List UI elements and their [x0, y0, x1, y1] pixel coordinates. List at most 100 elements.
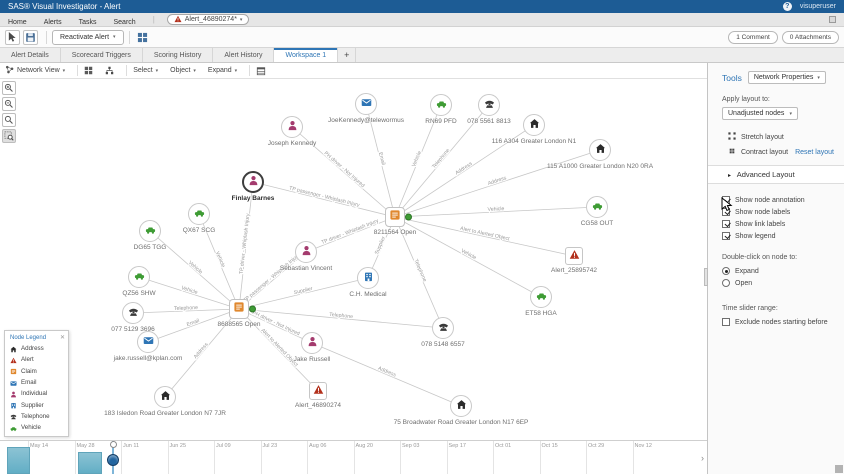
graph-node-individual[interactable]	[301, 332, 323, 354]
graph-node-address[interactable]	[523, 114, 545, 136]
tab-scorecard-triggers[interactable]: Scorecard Triggers	[61, 48, 143, 62]
open-alert-tab[interactable]: Alert_46890274* ▾	[166, 14, 250, 25]
window-layout-icon[interactable]	[135, 30, 150, 45]
graph-node-vehicle[interactable]	[586, 196, 608, 218]
checkbox-exclude-nodes[interactable]: Exclude nodes starting before	[722, 316, 836, 328]
close-icon[interactable]: ✕	[59, 335, 65, 341]
expand-menu[interactable]: Expand ▾	[208, 67, 237, 74]
contract-layout-label[interactable]: Contract layout	[741, 148, 789, 156]
time-slider[interactable]: › May 14 May 28 Jun 11 Jun 25 Jul 09 Jul 23 Au…	[0, 440, 707, 474]
graph-node-address[interactable]	[450, 395, 472, 417]
graph-node-alert[interactable]	[565, 247, 583, 265]
save-button[interactable]	[23, 29, 38, 45]
graph-node-claim[interactable]	[385, 207, 412, 227]
select-menu[interactable]: Select ▾	[133, 67, 158, 74]
vehicle-icon	[145, 222, 156, 240]
menu-item-home[interactable]: Home	[8, 18, 27, 26]
menu-item-search[interactable]: Search	[113, 18, 136, 26]
properties-dropdown[interactable]: Network Properties ▾	[747, 71, 826, 84]
network-canvas[interactable]: PH driver - Not Injured Email Vehicle Telep…	[0, 79, 707, 440]
tab-workspace-1[interactable]: Workspace 1	[274, 48, 339, 62]
timeline-slider-top-handle[interactable]	[109, 441, 117, 448]
graph-node-individual[interactable]	[295, 241, 317, 263]
graph-node-label: 078 5148 6557	[421, 341, 465, 348]
graph-node-telephone[interactable]	[432, 317, 454, 339]
vehicle-icon	[134, 268, 145, 286]
checkbox-show-node-annotation[interactable]: Show node annotation	[722, 194, 836, 206]
graph-node-email[interactable]	[355, 93, 377, 115]
timeline-slider-handle[interactable]	[107, 454, 119, 466]
checkbox-box[interactable]	[722, 232, 730, 240]
help-icon[interactable]: ?	[782, 2, 792, 11]
panel-toggle-icon[interactable]	[829, 16, 836, 23]
graph-node-address[interactable]	[154, 386, 176, 408]
stretch-layout-button[interactable]: Stretch layout	[728, 132, 836, 142]
zoom-out-button[interactable]	[2, 97, 16, 111]
graph-node-individual[interactable]	[281, 116, 303, 138]
menu-item-tasks[interactable]: Tasks	[78, 18, 97, 26]
graph-node-label: JoeKennedy@telewormus	[328, 117, 404, 124]
graph-node-address[interactable]	[589, 139, 611, 161]
timeline-tick	[74, 441, 76, 474]
tab-scoring-history[interactable]: Scoring History	[143, 48, 214, 62]
alert-icon	[569, 247, 580, 265]
checkbox-show-legend[interactable]: Show legend	[722, 230, 836, 242]
checkbox-box[interactable]	[722, 318, 730, 326]
graph-node-label: 078 5561 8813	[467, 118, 511, 125]
add-tab-button[interactable]: +	[338, 48, 357, 62]
object-menu[interactable]: Object ▾	[170, 67, 196, 74]
tab-alert-details[interactable]: Alert Details	[0, 48, 61, 62]
graph-node-telephone[interactable]	[478, 94, 500, 116]
status-open-dot	[405, 213, 412, 221]
hierarchy-layout-icon[interactable]	[105, 66, 114, 75]
graph-node-telephone[interactable]	[122, 302, 144, 324]
checkbox-show-node-labels[interactable]: Show node labels	[722, 206, 836, 218]
graph-node-email[interactable]	[137, 331, 159, 353]
graph-node-alert[interactable]	[309, 382, 327, 400]
caret-down-icon: ▾	[62, 67, 66, 74]
radio-open[interactable]: Open	[722, 277, 836, 289]
apply-layout-dropdown[interactable]: Unadjusted nodes ▾	[722, 107, 798, 120]
node-legend-panel: Node Legend ✕ Address Alert Claim Email Indi…	[4, 330, 69, 438]
checkbox-box[interactable]	[722, 220, 730, 228]
graph-node-vehicle[interactable]	[139, 220, 161, 242]
radio-circle[interactable]	[722, 267, 730, 275]
graph-node-supplier[interactable]	[357, 267, 379, 289]
view-selector[interactable]: Network View ▾	[5, 65, 65, 76]
timeline-scroll-right[interactable]: ›	[701, 453, 704, 463]
graph-node-vehicle[interactable]	[128, 266, 150, 288]
user-menu[interactable]: visuperuser	[799, 3, 836, 10]
caret-down-icon: ▾	[239, 16, 243, 23]
svg-text:Telephone: Telephone	[174, 305, 198, 312]
graph-node-label: 8688565 Open	[217, 321, 261, 328]
graph-node-vehicle[interactable]	[530, 286, 552, 308]
select-mode-button[interactable]	[5, 29, 20, 45]
address-icon	[456, 397, 467, 415]
graph-node-label: Alert_46890274	[295, 402, 341, 409]
menu-item-alerts[interactable]: Alerts	[43, 18, 62, 26]
graph-node-individual[interactable]	[242, 171, 264, 193]
graph-node-label: 115 A1000 Greater London N20 0RA	[546, 163, 654, 170]
table-view-icon[interactable]	[256, 66, 266, 76]
checkbox-label: Show node annotation	[735, 196, 805, 204]
checkbox-show-link-labels[interactable]: Show link labels	[722, 218, 836, 230]
zoom-fit-button[interactable]	[2, 113, 16, 127]
panel-splitter[interactable]	[704, 268, 708, 286]
graph-node-label: Finlay Barnes	[231, 195, 275, 202]
graph-node-claim[interactable]	[229, 299, 256, 319]
radio-circle[interactable]	[722, 279, 730, 287]
tab-alert-history[interactable]: Alert History	[213, 48, 275, 62]
comments-button[interactable]: 1 Comment	[728, 30, 778, 44]
overview-button[interactable]	[2, 129, 16, 143]
radio-expand[interactable]: Expand	[722, 265, 836, 277]
timeline-tick	[586, 441, 587, 474]
advanced-layout-toggle[interactable]: ▸ Advanced Layout	[708, 165, 844, 184]
menu-bar: Home Alerts Tasks Search | Alert_46890274* …	[0, 13, 844, 27]
reset-layout-link[interactable]: Reset layout	[795, 148, 834, 156]
attachments-button[interactable]: 0 Attachments	[781, 30, 839, 44]
grid-view-icon[interactable]	[84, 66, 93, 75]
graph-node-vehicle[interactable]	[430, 94, 452, 116]
zoom-in-button[interactable]	[2, 81, 16, 95]
graph-node-vehicle[interactable]	[188, 203, 210, 225]
reactivate-alert-button[interactable]: Reactivate Alert ▾	[52, 29, 124, 45]
